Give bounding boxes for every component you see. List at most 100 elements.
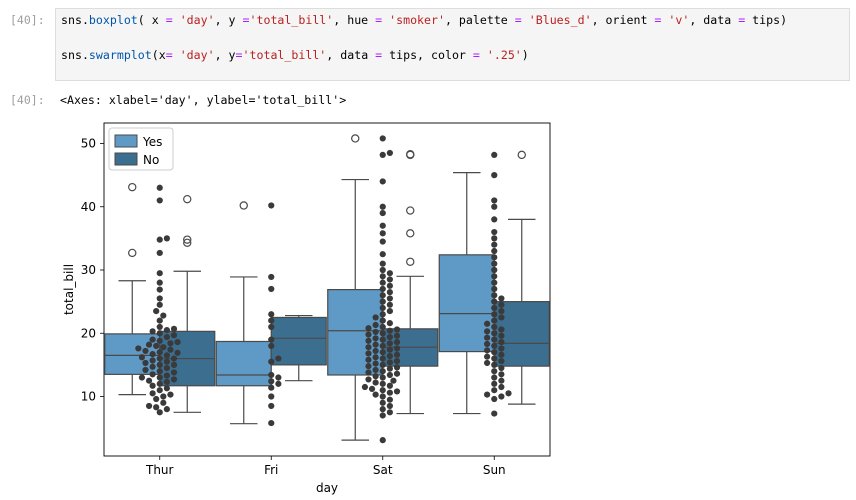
swarm-point bbox=[379, 349, 386, 356]
swarm-point bbox=[160, 393, 167, 400]
box-yes bbox=[215, 340, 272, 387]
swarm-point bbox=[498, 339, 505, 346]
plot-frame bbox=[103, 122, 551, 457]
swarm-point bbox=[156, 249, 163, 257]
swarm-point bbox=[372, 328, 379, 336]
swarm-point bbox=[372, 335, 379, 342]
swarm-point bbox=[491, 247, 498, 255]
swarm-point bbox=[498, 383, 505, 391]
swarm-point bbox=[491, 368, 498, 375]
code-token: = bbox=[165, 13, 173, 27]
swarm-point bbox=[275, 380, 282, 387]
swarm-point bbox=[393, 357, 401, 365]
code-token: 'total_bill' bbox=[242, 48, 327, 62]
code-token: 'Blues_d' bbox=[528, 13, 592, 27]
code-token: = bbox=[375, 48, 383, 62]
swarm-point bbox=[149, 382, 156, 389]
x-tick-label: Fri bbox=[264, 463, 278, 477]
swarm-point bbox=[491, 260, 498, 267]
swarm-point bbox=[163, 352, 170, 359]
code-token: 'v' bbox=[668, 13, 690, 27]
legend-label: No bbox=[143, 153, 159, 167]
swarm-point bbox=[156, 374, 163, 381]
swarm-point bbox=[379, 361, 386, 368]
swarm-point bbox=[372, 314, 379, 321]
swarm-point bbox=[160, 344, 167, 351]
swarm-point bbox=[372, 347, 379, 355]
swarm-point bbox=[386, 295, 393, 302]
swarm-point bbox=[393, 388, 401, 395]
swarm-point bbox=[163, 235, 170, 242]
code-token: = bbox=[242, 13, 250, 27]
swarm-point bbox=[156, 380, 163, 387]
swarm-point bbox=[379, 399, 386, 406]
code-cell[interactable]: sns.boxplot( x = 'day', y ='total_bill',… bbox=[55, 8, 850, 81]
y-tick-label: 10 bbox=[81, 390, 96, 404]
swarm-point bbox=[163, 385, 170, 392]
swarm-point bbox=[145, 402, 153, 410]
swarm-point bbox=[156, 409, 163, 416]
code-token: '.25' bbox=[486, 48, 522, 62]
swarm-point bbox=[153, 308, 160, 315]
swarm-point bbox=[365, 331, 372, 338]
swarm-point bbox=[156, 349, 163, 356]
swarm-point bbox=[174, 339, 181, 346]
outlier-marker bbox=[406, 206, 415, 215]
swarm-point bbox=[379, 374, 386, 381]
swarm-point bbox=[379, 336, 386, 343]
swarm-point bbox=[393, 351, 401, 358]
swarm-point bbox=[498, 326, 505, 333]
swarm-point bbox=[484, 359, 491, 367]
code-token: = bbox=[514, 13, 522, 27]
code-token: , orient bbox=[591, 13, 655, 27]
swarm-point bbox=[167, 346, 174, 353]
swarm-point bbox=[379, 209, 386, 217]
x-axis-label: day bbox=[316, 481, 338, 495]
swarm-point bbox=[379, 330, 386, 337]
swarm-point bbox=[138, 374, 146, 381]
swarm-point bbox=[386, 333, 393, 341]
swarm-point bbox=[170, 376, 178, 383]
swarm-point bbox=[386, 289, 393, 296]
swarm-point bbox=[393, 326, 401, 333]
swarm-point bbox=[386, 352, 393, 360]
swarm-point bbox=[268, 402, 275, 410]
swarm-point bbox=[153, 342, 160, 349]
outlier-marker bbox=[351, 134, 360, 143]
swarm-point bbox=[491, 241, 498, 248]
swarm-point bbox=[386, 359, 393, 366]
swarm-point bbox=[160, 399, 167, 406]
swarm-point bbox=[268, 384, 275, 391]
swarm-point bbox=[149, 357, 156, 364]
swarm-point bbox=[365, 376, 372, 383]
y-tick-label: 50 bbox=[81, 137, 96, 151]
output-text: <Axes: xlabel='day', ylabel='total_bill'… bbox=[60, 93, 347, 107]
swarm-point bbox=[491, 273, 498, 280]
swarm-point bbox=[372, 391, 379, 398]
swarm-point bbox=[386, 389, 393, 396]
swarm-point bbox=[156, 330, 163, 337]
swarm-point bbox=[268, 358, 275, 365]
swarm-point bbox=[379, 222, 386, 229]
swarm-point bbox=[372, 321, 379, 329]
swarm-point bbox=[372, 341, 379, 348]
swarm-point bbox=[268, 317, 275, 324]
swarm-point bbox=[386, 402, 393, 410]
y-axis-label: total_bill bbox=[62, 264, 76, 315]
swarm-point bbox=[491, 285, 498, 293]
code-token: 'day' bbox=[179, 48, 215, 62]
swarm-point bbox=[167, 391, 174, 398]
code-token: = bbox=[654, 13, 662, 27]
code-token: (x bbox=[151, 48, 166, 62]
swarm-point bbox=[484, 328, 491, 335]
swarm-point bbox=[379, 273, 386, 280]
swarm-point bbox=[163, 372, 170, 379]
swarm-point bbox=[153, 395, 160, 403]
swarm-point bbox=[484, 320, 491, 327]
swarm-point bbox=[170, 332, 178, 339]
swarm-point bbox=[386, 327, 393, 334]
swarm-point bbox=[156, 270, 163, 277]
swarm-point bbox=[372, 360, 379, 367]
y-tick-label: 40 bbox=[81, 200, 96, 214]
outlier-marker bbox=[406, 257, 415, 266]
